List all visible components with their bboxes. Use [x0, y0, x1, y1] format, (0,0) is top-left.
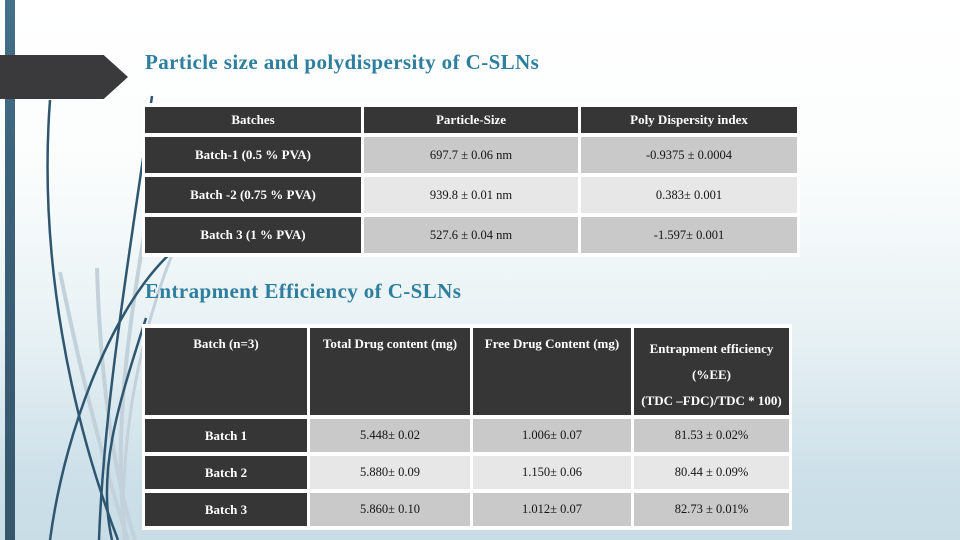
t1-header-particle-size: Particle-Size	[364, 107, 578, 133]
t2-tdc-cell: 5.448± 0.02	[310, 419, 470, 452]
table-header-row: Batches Particle-Size Poly Dispersity in…	[145, 107, 797, 133]
t2-fdc-cell: 1.150± 0.06	[473, 456, 631, 489]
t2-fdc-cell: 1.006± 0.07	[473, 419, 631, 452]
t2-tdc-cell: 5.880± 0.09	[310, 456, 470, 489]
t2-header-ee-line3: (TDC –FDC)/TDC * 100)	[641, 393, 782, 408]
t1-batch-cell: Batch 3 (1 % PVA)	[145, 217, 361, 253]
t2-header-entrapment-efficiency: Entrapment efficiency (%EE) (TDC –FDC)/T…	[634, 328, 789, 415]
t2-header-free-drug-content: Free Drug Content (mg)	[473, 328, 631, 415]
table-row: Batch 2 5.880± 0.09 1.150± 0.06 80.44 ± …	[145, 456, 789, 489]
t1-particle-size-cell: 527.6 ± 0.04 nm	[364, 217, 578, 253]
arrow-banner-shape	[0, 55, 128, 99]
t2-fdc-cell: 1.012± 0.07	[473, 493, 631, 526]
page-title-entrapment-efficiency: Entrapment Efficiency of C-SLNs	[145, 279, 462, 303]
particle-size-table: Batches Particle-Size Poly Dispersity in…	[142, 103, 800, 257]
t1-particle-size-cell: 939.8 ± 0.01 nm	[364, 177, 578, 213]
table-header-row: Batch (n=3) Total Drug content (mg) Free…	[145, 328, 789, 415]
t2-ee-cell: 80.44 ± 0.09%	[634, 456, 789, 489]
t2-ee-cell: 81.53 ± 0.02%	[634, 419, 789, 452]
t2-ee-cell: 82.73 ± 0.01%	[634, 493, 789, 526]
t1-batch-cell: Batch -2 (0.75 % PVA)	[145, 177, 361, 213]
t1-header-pdi: Poly Dispersity index	[581, 107, 797, 133]
t1-batch-cell: Batch-1 (0.5 % PVA)	[145, 137, 361, 173]
table-row: Batch 1 5.448± 0.02 1.006± 0.07 81.53 ± …	[145, 419, 789, 452]
t2-batch-cell: Batch 2	[145, 456, 307, 489]
t2-batch-cell: Batch 3	[145, 493, 307, 526]
table-row: Batch 3 (1 % PVA) 527.6 ± 0.04 nm -1.597…	[145, 217, 797, 253]
t2-header-ee-line2: (%EE)	[692, 367, 731, 382]
left-accent-bar	[5, 0, 15, 540]
t1-pdi-cell: -1.597± 0.001	[581, 217, 797, 253]
page-title-particle-size: Particle size and polydispersity of C-SL…	[145, 50, 540, 74]
t1-header-batches: Batches	[145, 107, 361, 133]
t2-header-ee-line1: Entrapment efficiency	[649, 341, 774, 356]
t1-particle-size-cell: 697.7 ± 0.06 nm	[364, 137, 578, 173]
t1-pdi-cell: -0.9375 ± 0.0004	[581, 137, 797, 173]
t2-batch-cell: Batch 1	[145, 419, 307, 452]
entrapment-efficiency-table: Batch (n=3) Total Drug content (mg) Free…	[142, 324, 792, 530]
t2-tdc-cell: 5.860± 0.10	[310, 493, 470, 526]
table-row: Batch 3 5.860± 0.10 1.012± 0.07 82.73 ± …	[145, 493, 789, 526]
t2-header-total-drug-content: Total Drug content (mg)	[310, 328, 470, 415]
table-row: Batch -2 (0.75 % PVA) 939.8 ± 0.01 nm 0.…	[145, 177, 797, 213]
t2-header-batch: Batch (n=3)	[145, 328, 307, 415]
table-row: Batch-1 (0.5 % PVA) 697.7 ± 0.06 nm -0.9…	[145, 137, 797, 173]
t1-pdi-cell: 0.383± 0.001	[581, 177, 797, 213]
